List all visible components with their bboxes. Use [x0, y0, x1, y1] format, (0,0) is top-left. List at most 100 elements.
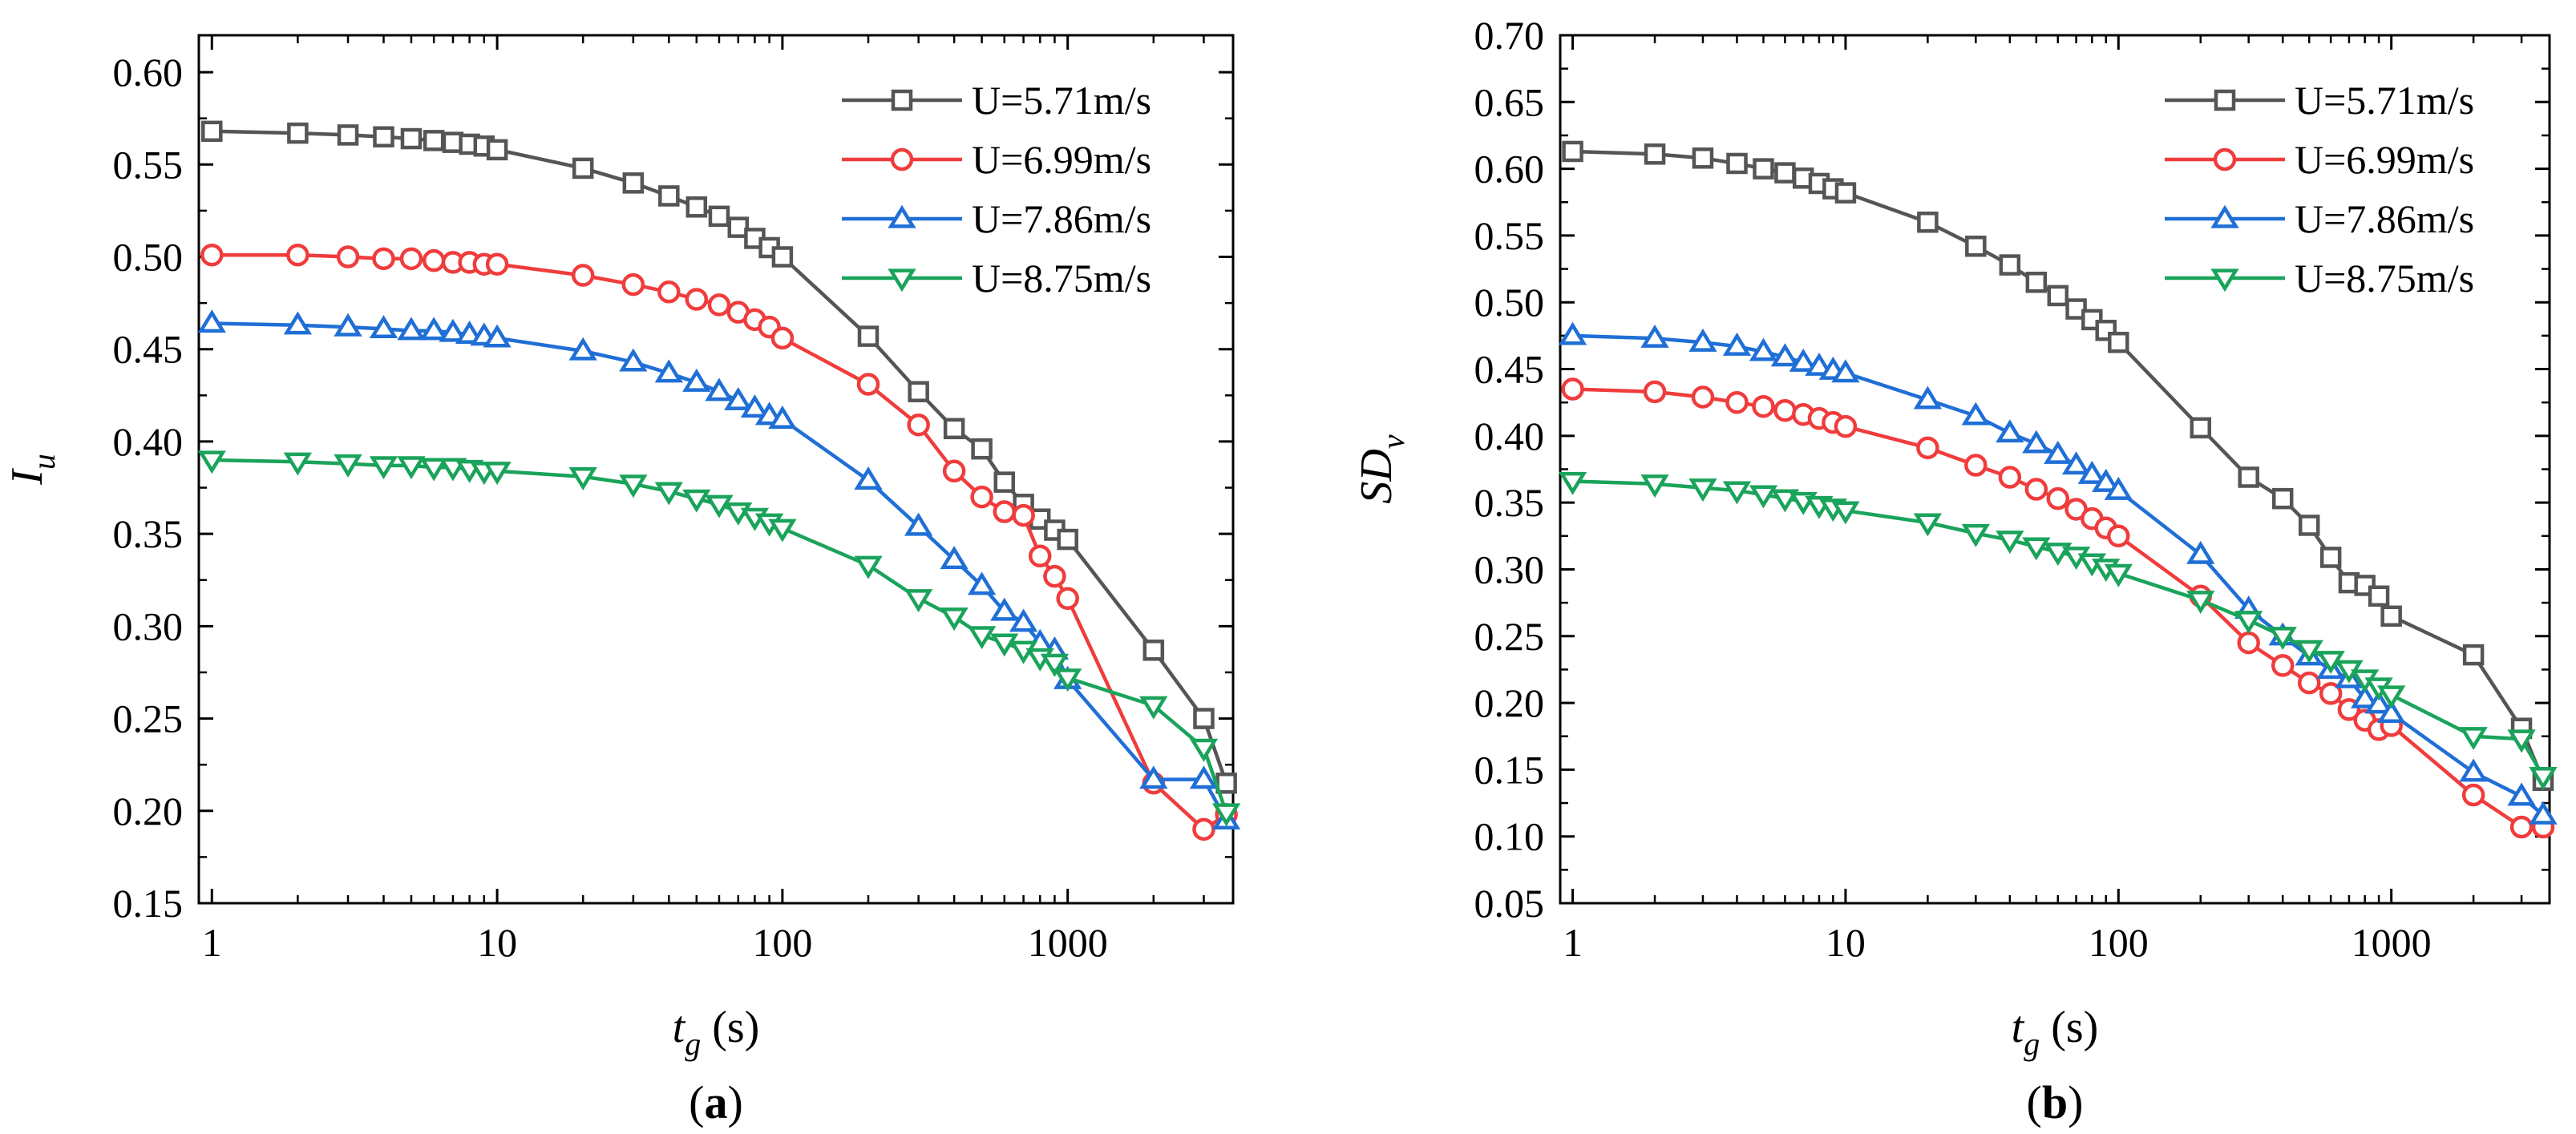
x-axis-sub: g — [2024, 1026, 2040, 1062]
data-point — [657, 280, 681, 304]
data-point — [990, 597, 1019, 621]
data-point — [2022, 537, 2051, 561]
series-3 — [197, 450, 1241, 827]
data-point — [682, 368, 711, 392]
panel-a: 0.15 0.20 0.25 0.30 0.35 0.40 0.45 0.50 0.55 0.60… — [2, 34, 1241, 1128]
data-point — [1749, 337, 1778, 361]
data-point — [197, 450, 226, 474]
data-point — [654, 482, 683, 506]
y-tick-label: 0.30 — [113, 603, 184, 648]
data-point — [1722, 332, 1752, 356]
data-point — [1996, 531, 2024, 555]
data-point — [1917, 212, 1939, 233]
data-point — [685, 288, 709, 311]
data-point — [334, 313, 362, 337]
y-tick-label: 0.25 — [113, 696, 184, 741]
data-point — [967, 571, 997, 595]
legend: U=5.71m/s U=6.99m/s U=7.86m/s U=8.75m/s — [842, 78, 1151, 301]
data-point — [1558, 471, 1587, 495]
data-point — [967, 626, 997, 650]
x-axis-unit: (s) — [2040, 1003, 2098, 1052]
data-point — [336, 245, 360, 268]
y-tick-label: 0.45 — [113, 327, 184, 372]
y-tick-label: 0.65 — [1474, 79, 1545, 124]
data-point — [2459, 758, 2488, 782]
legend-label: U=6.99m/s — [2295, 137, 2474, 182]
data-point — [1749, 485, 1778, 509]
x-tick-label: 100 — [752, 920, 812, 965]
data-point — [568, 467, 597, 490]
panel-label: (b) — [2027, 1076, 2084, 1128]
y-tick-label: 0.50 — [113, 235, 184, 280]
data-point — [1831, 501, 1860, 525]
panel-b: 0.05 0.10 0.15 0.20 0.25 0.30 0.35 0.40 0.45 0.50… — [1352, 13, 2558, 1128]
data-point — [372, 247, 395, 271]
panel-label-close: ) — [2068, 1076, 2083, 1128]
data-point — [2047, 285, 2069, 307]
data-point — [283, 452, 313, 476]
data-point — [2104, 563, 2133, 587]
legend-marker — [891, 89, 913, 111]
y-tick-label: 0.35 — [1474, 480, 1545, 525]
y-tick-label: 0.50 — [1474, 280, 1545, 325]
x-tick-label: 1 — [1563, 920, 1583, 965]
data-point — [1643, 380, 1667, 404]
y-axis-sub: u — [26, 454, 62, 470]
x-axis-var: t — [673, 1003, 686, 1052]
data-point — [1691, 385, 1715, 409]
data-point — [727, 216, 750, 238]
data-point — [2108, 331, 2129, 353]
data-point — [2190, 417, 2212, 439]
y-tick-label: 0.15 — [1474, 747, 1545, 792]
y-tick-label: 0.35 — [113, 511, 184, 556]
data-point — [990, 633, 1019, 657]
series-line — [1572, 333, 2545, 817]
data-point — [2319, 547, 2342, 568]
data-point — [2507, 729, 2536, 753]
panel-label: (a) — [689, 1076, 743, 1128]
legend-label: U=7.86m/s — [972, 196, 1151, 241]
data-point — [621, 272, 645, 297]
data-point — [400, 127, 423, 150]
data-point — [2509, 815, 2534, 839]
y-tick-label: 0.10 — [1474, 814, 1545, 859]
panel-label-letter: b — [2042, 1076, 2068, 1128]
data-point — [1961, 523, 1990, 547]
data-point — [1688, 328, 1717, 352]
data-point — [993, 471, 1016, 493]
y-tick-label: 0.25 — [1474, 614, 1545, 659]
data-point — [993, 500, 1017, 523]
data-point — [943, 418, 965, 440]
panel-label-close: ) — [728, 1076, 743, 1128]
series-3 — [1558, 471, 2558, 790]
legend-marker — [888, 204, 916, 228]
x-axis-unit: (s) — [701, 1003, 759, 1052]
data-point — [1961, 402, 1990, 426]
data-point — [373, 126, 394, 147]
data-point — [2107, 524, 2130, 548]
data-point — [1012, 503, 1035, 527]
data-point — [1562, 140, 1583, 163]
data-point — [854, 466, 883, 490]
data-point — [1056, 587, 1079, 611]
data-point — [397, 317, 426, 341]
data-point — [940, 607, 969, 632]
data-point — [705, 494, 734, 519]
y-tick-label: 0.45 — [1474, 347, 1545, 392]
data-point — [770, 326, 795, 350]
data-point — [1913, 513, 1943, 537]
data-point — [337, 124, 359, 146]
data-point — [907, 413, 930, 437]
data-point — [2237, 631, 2260, 655]
data-point — [2380, 605, 2402, 628]
data-point — [422, 248, 446, 272]
data-point — [2024, 478, 2048, 501]
y-tick-label: 0.20 — [1474, 680, 1545, 725]
data-point — [1211, 803, 1241, 827]
data-point — [2044, 543, 2073, 567]
data-point — [1040, 653, 1070, 677]
data-point — [908, 381, 929, 402]
series-0 — [201, 120, 1237, 794]
data-point — [1774, 162, 1796, 184]
data-point — [2044, 440, 2073, 464]
